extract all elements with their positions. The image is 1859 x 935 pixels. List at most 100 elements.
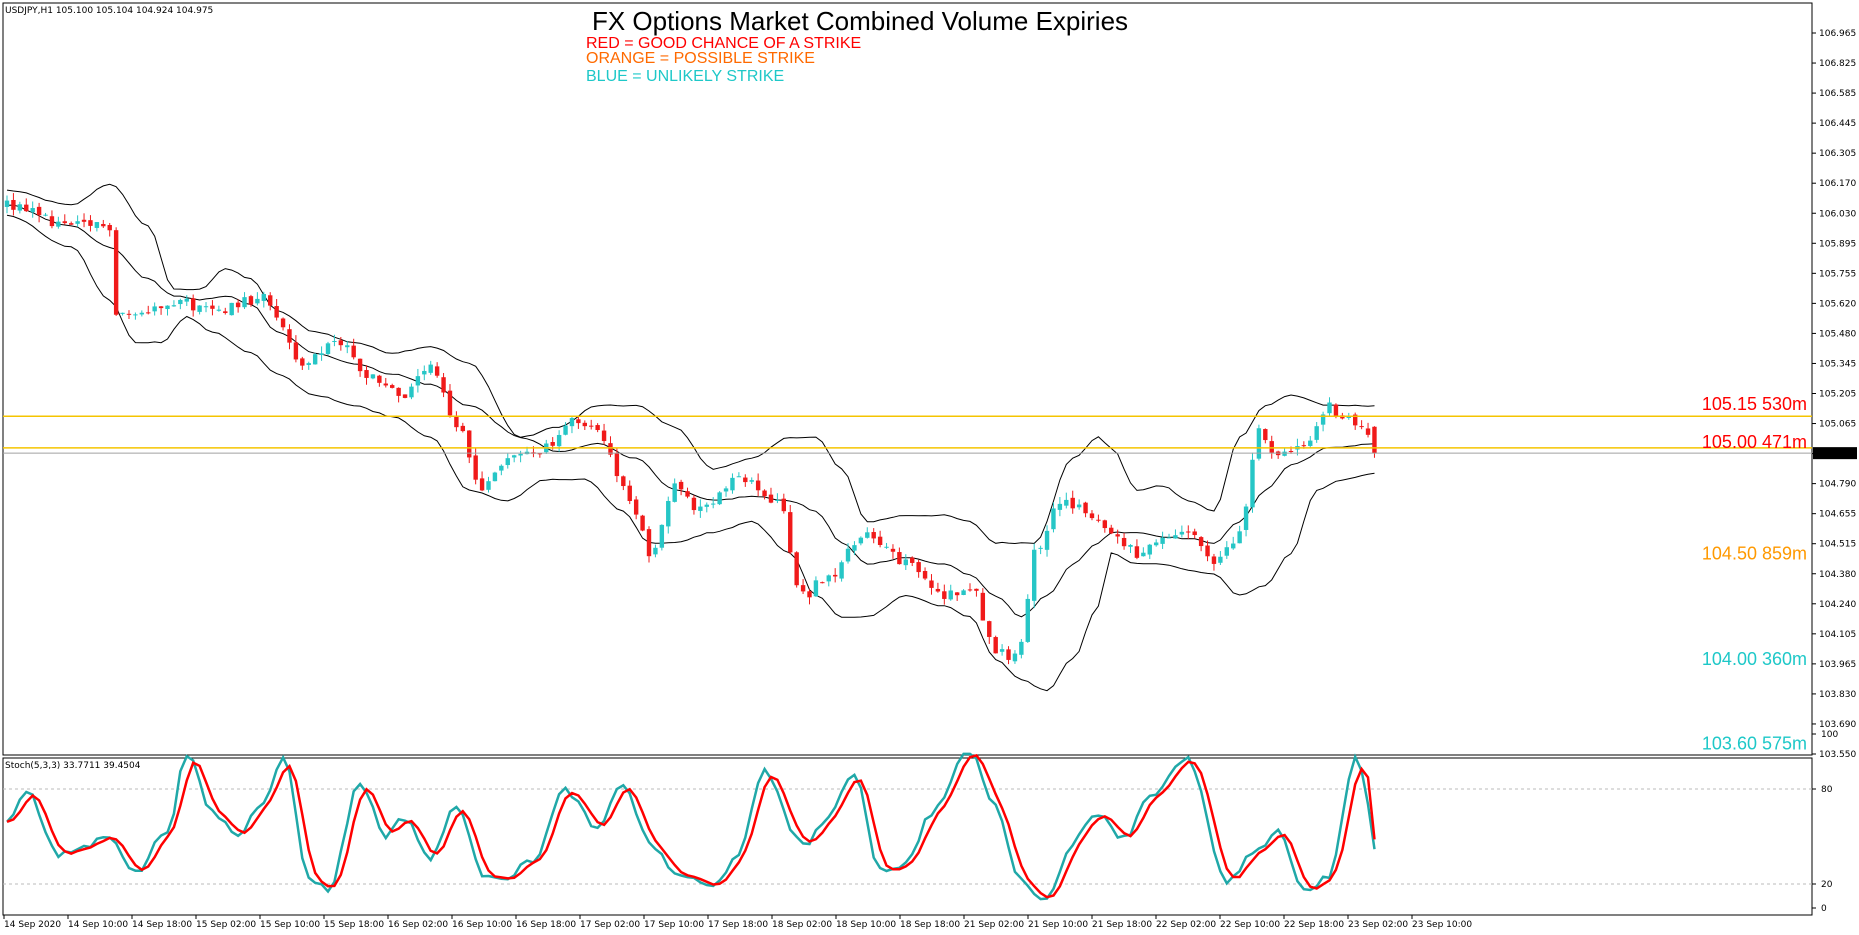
time-tick-label: 21 Sep 02:00 [964,920,1024,930]
candle-body [974,588,979,591]
price-tick-label: 105.755 [1819,269,1856,279]
candle-body [492,472,498,482]
candle-body [1012,653,1018,662]
candle-body [755,480,761,491]
candle-body [1051,508,1056,530]
price-tick-label: 103.550 [1819,750,1856,760]
time-tick-label: 21 Sep 10:00 [1028,920,1088,930]
strike-levels: 105.15 530m 105.00 471m 104.50 859m 104.00 … [3,394,1812,753]
candle-body [903,559,908,566]
candle-body [165,305,170,310]
time-tick-label: 17 Sep 18:00 [708,920,768,930]
strike-label: 105.15 530m [1702,394,1807,414]
candle-body [711,503,716,505]
candle-body [396,387,401,396]
stochastic-indicator [3,752,1812,901]
candle-body [101,223,106,227]
candle-body [1070,497,1075,509]
candle-body [1218,556,1223,563]
candle-body [62,221,67,224]
candle-body [171,305,177,307]
candle-body [345,345,350,348]
candle-body [1237,531,1242,544]
candle-body [1128,544,1133,547]
time-tick-label: 22 Sep 18:00 [1284,920,1344,930]
time-tick-label: 17 Sep 02:00 [580,920,640,930]
time-tick-label: 23 Sep 10:00 [1412,920,1472,930]
candle-body [1096,519,1101,521]
candle-body [441,377,446,393]
candle-body [929,580,934,588]
axes: 106.965 106.825 106.585 106.445 106.305 106.1… [3,29,1857,930]
price-tick-label: 106.965 [1819,29,1856,39]
candle-body [1365,428,1371,435]
legend-blue: BLUE = UNLIKELY STRIKE [586,68,784,85]
candle-body [910,557,915,563]
candle-body [717,492,722,505]
candle-body [216,309,222,311]
price-tick-label: 104.515 [1819,540,1856,550]
candle-body [319,353,324,356]
candle-body [1192,531,1197,536]
candle-body [1231,543,1236,549]
candle-body [1134,546,1140,558]
time-tick-label: 18 Sep 10:00 [836,920,896,930]
price-tick-label: 105.480 [1819,329,1856,339]
candle-body [210,305,215,309]
candle-body [158,306,164,309]
candle-body [659,524,665,548]
candle-body [1160,537,1165,544]
candle-body [229,302,234,316]
candle-body [698,506,703,511]
candle-body [1057,503,1063,510]
time-tick-label: 16 Sep 10:00 [452,920,512,930]
candle-body [1032,549,1037,601]
candle-body [287,329,292,343]
price-tick-label: 104.380 [1819,570,1856,580]
candle-body [884,546,889,548]
candle-body [139,312,145,315]
candle-body [325,343,331,355]
time-tick-label: 14 Sep 10:00 [68,920,128,930]
candle-body [1314,426,1319,440]
candle-body [948,590,953,600]
candle-body [4,200,10,207]
candle-body [1256,428,1262,459]
candle-body [890,548,896,552]
candle-body [935,588,941,592]
candle-body [820,582,825,584]
time-tick-label: 18 Sep 02:00 [772,920,832,930]
candle-body [781,498,787,512]
candle-body [627,485,632,502]
candle-body [1089,513,1095,519]
candle-body [537,453,543,455]
candle-body [601,430,607,442]
candle-body [967,589,973,591]
candle-body [88,220,93,226]
price-tick-label: 106.825 [1819,59,1856,69]
candle-body [1308,440,1313,446]
candle-body [813,580,819,597]
time-tick-label: 22 Sep 02:00 [1156,920,1216,930]
candle-body [556,434,562,447]
price-tick-label: 106.585 [1819,89,1856,99]
candle-body [691,497,697,511]
candle-body [832,574,838,577]
candle-body [775,499,780,501]
candle-body [1205,545,1210,557]
candle-body [1153,542,1159,546]
candle-body [190,298,196,311]
price-tick-label: 104.655 [1819,510,1856,520]
candle-body [178,299,183,305]
candle-body [332,340,337,342]
candle-body [871,532,876,539]
candle-body [550,442,555,446]
candle-body [146,312,151,314]
band-upper-line [6,183,1375,545]
candle-body [43,214,48,216]
candle-body [1076,504,1082,508]
candle-body [454,415,459,428]
candle-body [338,340,344,346]
candle-body [460,425,466,432]
strike-label: 103.60 575m [1702,733,1807,753]
